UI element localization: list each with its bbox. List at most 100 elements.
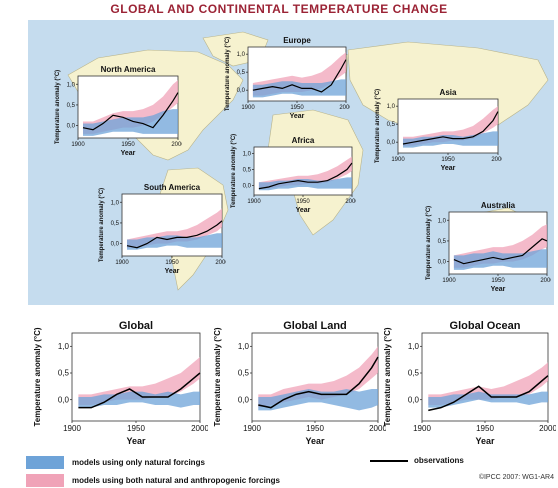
legend-anthro-label: models using both natural and anthropoge… bbox=[72, 476, 281, 485]
europe-title: Europe bbox=[283, 36, 311, 45]
south-america-observations-line bbox=[126, 220, 223, 249]
global-ocean-title: Global Ocean bbox=[450, 320, 521, 332]
europe-ytick-1,0: 1,0 bbox=[237, 52, 246, 58]
north-america-xtick-1950: 1950 bbox=[121, 142, 135, 148]
global-xtick-1950: 1950 bbox=[127, 424, 145, 433]
africa-svg: 1900 1950 2000 0,0 0,5 1,0 Year Temperature ano… bbox=[231, 134, 359, 214]
legend: models using only natural forcings model… bbox=[26, 452, 556, 488]
global-xtick-2000: 2000 bbox=[191, 424, 208, 433]
europe-xtick-1950: 1950 bbox=[290, 105, 304, 111]
south-america-xtick-2000: 2000 bbox=[215, 260, 226, 266]
africa-xtick-2000: 2000 bbox=[345, 199, 356, 205]
global-xtick-1900: 1900 bbox=[63, 424, 81, 433]
global-ylabel: Temperature anomaly (°C) bbox=[33, 327, 42, 426]
australia-chart: 1900 1950 2000 0,0 0,5 1,0 Year Temperature ano… bbox=[423, 198, 554, 294]
asia-xtick-2000: 2000 bbox=[491, 157, 502, 163]
global-land-observations-line bbox=[258, 356, 379, 409]
africa-title: Africa bbox=[292, 136, 315, 145]
australia-xlabel: Year bbox=[491, 286, 506, 293]
africa-observations-line bbox=[258, 162, 353, 190]
global-land-ytick-0,5: 0,5 bbox=[238, 369, 250, 378]
africa-xlabel: Year bbox=[296, 207, 311, 214]
global-land-ylabel: Temperature anomaly (°C) bbox=[213, 327, 222, 426]
africa-ylabel: Temperature anomaly (°C) bbox=[231, 134, 237, 208]
global-observations-line bbox=[78, 372, 201, 409]
global-ocean-xtick-2000: 2000 bbox=[539, 424, 556, 433]
global-ocean-chart: 1900 1950 2000 0,0 0,5 1,0 Year Temperature ano… bbox=[378, 315, 557, 447]
asia-xtick-1950: 1950 bbox=[441, 157, 455, 163]
global-ytick-0,5: 0,5 bbox=[58, 369, 70, 378]
page-title: GLOBAL AND CONTINENTAL TEMPERATURE CHANG… bbox=[110, 2, 448, 16]
africa-ytick-0,5: 0,5 bbox=[243, 167, 252, 173]
north-america-ytick-0,5: 0,5 bbox=[67, 103, 76, 109]
australia-title: Australia bbox=[481, 201, 516, 210]
europe-svg: 1900 1950 2000 0,0 0,5 1,0 Year Temperature ano… bbox=[225, 36, 353, 120]
australia-ytick-0,5: 0,5 bbox=[438, 239, 447, 245]
global-chart: 1900 1950 2000 0,0 0,5 1,0 Year Temperature ano… bbox=[28, 315, 209, 447]
global-land-xtick-1950: 1950 bbox=[306, 424, 324, 433]
australia-xtick-2000: 2000 bbox=[540, 278, 551, 284]
asia-ylabel: Temperature anomaly (°C) bbox=[375, 89, 381, 163]
south-america-ytick-0,0: 0,0 bbox=[111, 242, 120, 248]
europe-xtick-2000: 2000 bbox=[339, 105, 350, 111]
north-america-xtick-2000: 2000 bbox=[171, 142, 182, 148]
north-america-ytick-1,0: 1,0 bbox=[67, 82, 76, 88]
south-america-xtick-1950: 1950 bbox=[165, 260, 179, 266]
global-ocean-xlabel: Year bbox=[475, 436, 495, 446]
global-land-ytick-0,0: 0,0 bbox=[238, 395, 250, 404]
global-land-ytick-1,0: 1,0 bbox=[238, 342, 250, 351]
south-america-ytick-0,5: 0,5 bbox=[111, 221, 120, 227]
global-land-xtick-2000: 2000 bbox=[369, 424, 386, 433]
credit: ©IPCC 2007: WG1-AR4 bbox=[478, 474, 554, 481]
asia-chart: 1900 1950 2000 0,0 0,5 1,0 Year Temperature ano… bbox=[372, 85, 505, 173]
asia-svg: 1900 1950 2000 0,0 0,5 1,0 Year Temperature ano… bbox=[375, 88, 505, 172]
australia-xtick-1950: 1950 bbox=[491, 278, 505, 284]
legend-natural-swatch bbox=[26, 456, 64, 469]
north-america-title: North America bbox=[101, 65, 156, 74]
global-ocean-ytick-0,0: 0,0 bbox=[408, 395, 420, 404]
global-land-xtick-1900: 1900 bbox=[243, 424, 261, 433]
global-ytick-1,0: 1,0 bbox=[58, 342, 70, 351]
north-america-ylabel: Temperature anomaly (°C) bbox=[55, 70, 61, 144]
australia-observations-line bbox=[453, 238, 548, 265]
africa-xtick-1950: 1950 bbox=[296, 199, 310, 205]
australia-ytick-0,0: 0,0 bbox=[438, 260, 447, 266]
global-ocean-svg: 1900 1950 2000 0,0 0,5 1,0 Year Temperature ano… bbox=[383, 320, 557, 446]
north-america-xlabel: Year bbox=[121, 150, 136, 157]
asia-ytick-0,0: 0,0 bbox=[387, 140, 396, 146]
asia-xlabel: Year bbox=[441, 165, 456, 172]
global-ocean-observations-line bbox=[428, 375, 549, 412]
global-ocean-xtick-1900: 1900 bbox=[413, 424, 431, 433]
global-ocean-ytick-0,5: 0,5 bbox=[408, 369, 420, 378]
australia-ytick-1,0: 1,0 bbox=[438, 218, 447, 224]
africa-chart: 1900 1950 2000 0,0 0,5 1,0 Year Temperature ano… bbox=[228, 133, 359, 215]
north-america-natural-band bbox=[83, 109, 178, 136]
global-land-xlabel: Year bbox=[305, 436, 325, 446]
europe-xtick-1900: 1900 bbox=[241, 105, 255, 111]
global-land-natural-band bbox=[258, 389, 378, 411]
global-land-chart: 1900 1950 2000 0,0 0,5 1,0 Year Temperature ano… bbox=[208, 315, 387, 447]
south-america-natural-band bbox=[127, 233, 222, 250]
europe-chart: 1900 1950 2000 0,0 0,5 1,0 Year Temperature ano… bbox=[222, 33, 353, 121]
legend-observations-label: observations bbox=[414, 456, 464, 465]
africa-ytick-0,0: 0,0 bbox=[243, 183, 252, 189]
europe-ylabel: Temperature anomaly (°C) bbox=[225, 37, 231, 111]
north-america-xtick-1900: 1900 bbox=[71, 142, 85, 148]
australia-ylabel: Temperature anomaly (°C) bbox=[426, 206, 432, 280]
south-america-chart: 1900 1950 2000 0,0 0,5 1,0 Year Temperature ano… bbox=[96, 180, 229, 276]
global-land-title: Global Land bbox=[283, 320, 347, 332]
north-america-observations-line bbox=[82, 92, 179, 131]
global-title: Global bbox=[119, 320, 153, 332]
asia-ytick-1,0: 1,0 bbox=[387, 104, 396, 110]
global-ocean-ytick-1,0: 1,0 bbox=[408, 342, 420, 351]
europe-observations-line bbox=[252, 59, 347, 93]
africa-ytick-1,0: 1,0 bbox=[243, 151, 252, 157]
global-xlabel: Year bbox=[126, 436, 146, 446]
south-america-ylabel: Temperature anomaly (°C) bbox=[99, 188, 105, 262]
europe-xlabel: Year bbox=[290, 113, 305, 120]
global-ocean-ylabel: Temperature anomaly (°C) bbox=[383, 327, 392, 426]
global-ocean-xtick-1950: 1950 bbox=[476, 424, 494, 433]
north-america-chart: 1900 1950 2000 0,0 0,5 1,0 Year Temperature ano… bbox=[52, 62, 185, 158]
south-america-svg: 1900 1950 2000 0,0 0,5 1,0 Year Temperature ano… bbox=[99, 183, 229, 275]
africa-xtick-1900: 1900 bbox=[247, 199, 261, 205]
